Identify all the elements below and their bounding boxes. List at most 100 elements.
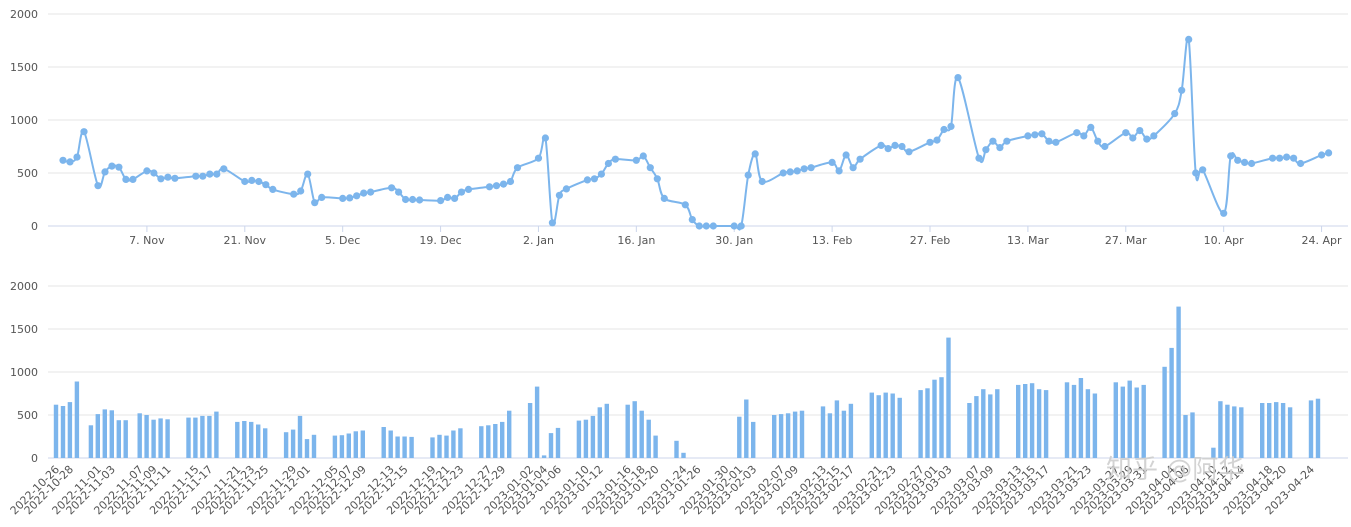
- bar: [876, 395, 881, 458]
- data-point: [346, 194, 354, 202]
- data-point: [492, 182, 501, 190]
- data-point: [653, 175, 661, 183]
- bar: [339, 435, 345, 458]
- data-point: [318, 193, 326, 201]
- data-point: [213, 170, 221, 178]
- data-point: [451, 194, 459, 202]
- data-point: [1122, 129, 1130, 137]
- data-point: [290, 190, 298, 198]
- bar: [737, 416, 742, 458]
- data-point: [353, 192, 361, 200]
- data-point: [590, 175, 599, 183]
- data-point: [660, 194, 668, 202]
- bar: [1162, 366, 1167, 458]
- data-point: [1297, 159, 1305, 168]
- data-point: [891, 141, 899, 149]
- bar: [583, 419, 589, 458]
- data-point: [1269, 154, 1277, 162]
- y-tick-label: 0: [31, 452, 38, 465]
- data-point: [1080, 132, 1088, 140]
- bar: [123, 420, 128, 458]
- data-point: [1248, 159, 1256, 168]
- data-point: [1038, 130, 1046, 138]
- x-tick-label: 24. Apr: [1302, 234, 1342, 247]
- bar: [193, 417, 198, 458]
- data-point: [499, 180, 508, 188]
- data-point: [954, 74, 962, 82]
- data-point: [248, 176, 256, 184]
- bar: [890, 393, 895, 458]
- data-point: [80, 128, 88, 136]
- data-point: [150, 169, 158, 177]
- data-point: [884, 145, 892, 153]
- data-point: [262, 181, 270, 189]
- bar: [590, 415, 596, 458]
- bar: [486, 425, 491, 458]
- data-point: [695, 222, 703, 230]
- x-tick-label: 7. Nov: [129, 234, 165, 247]
- data-point: [1241, 158, 1249, 166]
- data-point: [926, 138, 934, 146]
- data-point: [1045, 137, 1053, 145]
- x-tick-label: 19. Dec: [419, 234, 461, 247]
- data-point: [548, 219, 557, 227]
- bar: [925, 388, 930, 458]
- bar: [235, 421, 240, 458]
- data-point: [1192, 169, 1200, 177]
- data-point: [402, 195, 410, 204]
- bar: [1315, 398, 1321, 458]
- bar: [974, 396, 979, 458]
- y-tick-label: 1000: [10, 366, 38, 379]
- data-point: [416, 196, 424, 204]
- data-point: [115, 163, 123, 171]
- bar: [820, 406, 826, 458]
- bar: [1287, 407, 1293, 458]
- data-point: [555, 191, 564, 199]
- data-point: [730, 222, 738, 230]
- bar: [458, 428, 463, 458]
- data-point: [444, 193, 452, 201]
- bar: [778, 414, 784, 458]
- data-point: [849, 164, 857, 172]
- bar: [88, 425, 94, 458]
- data-point: [157, 175, 165, 183]
- x-tick-label: 10. Apr: [1204, 234, 1244, 247]
- data-point: [562, 185, 571, 193]
- data-point: [297, 187, 305, 195]
- bar: [242, 421, 247, 458]
- bar: [1232, 406, 1237, 458]
- data-point: [1101, 142, 1109, 151]
- data-point: [989, 137, 997, 145]
- bar: [360, 430, 365, 458]
- data-point: [1185, 35, 1193, 44]
- bar: [527, 403, 533, 458]
- bar: [1023, 384, 1028, 458]
- bar: [200, 415, 205, 458]
- bar: [1225, 404, 1230, 458]
- bar: [186, 417, 191, 458]
- data-point: [611, 155, 620, 163]
- bar: [918, 390, 923, 458]
- bar: [388, 430, 393, 458]
- bar: [995, 389, 1000, 458]
- data-point: [108, 162, 116, 170]
- data-point: [269, 185, 277, 193]
- bar: [53, 404, 59, 458]
- bar: [95, 414, 100, 458]
- data-point: [1094, 137, 1102, 145]
- bar: [1078, 378, 1084, 458]
- bar: [444, 435, 449, 458]
- data-point: [485, 183, 494, 191]
- bar: [283, 432, 289, 458]
- bar: [507, 410, 512, 458]
- data-point: [255, 177, 263, 186]
- bar: [939, 377, 944, 458]
- data-point: [311, 199, 319, 207]
- data-point: [1325, 149, 1333, 157]
- bar: [290, 429, 296, 458]
- bar: [297, 415, 303, 458]
- data-point: [737, 222, 745, 230]
- bar: [827, 413, 833, 458]
- bar: [1036, 389, 1042, 458]
- data-point: [1199, 166, 1207, 174]
